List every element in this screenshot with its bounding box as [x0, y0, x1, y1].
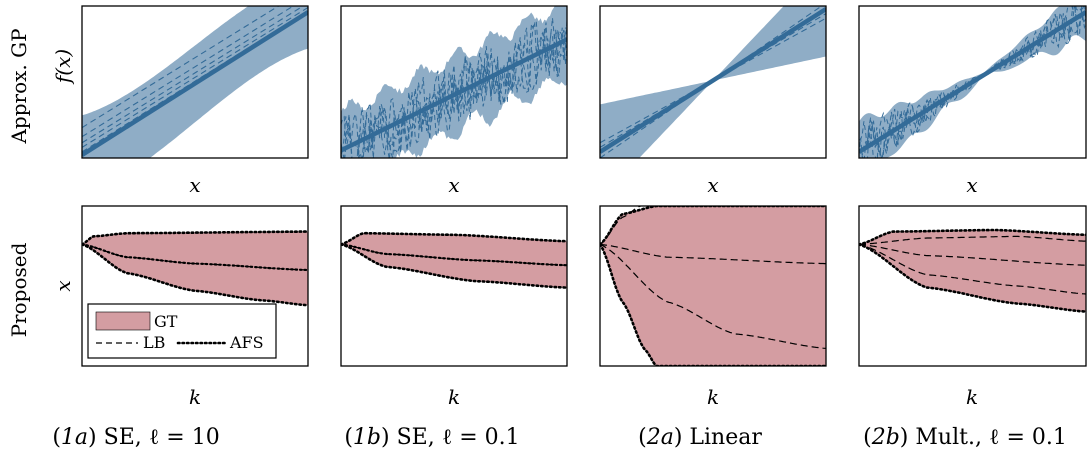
- row-label-approx-gp: Approx. GP: [7, 28, 31, 144]
- afs-boundary-line: [859, 228, 1086, 246]
- afs-boundary-line: [600, 206, 826, 246]
- lb-line: [600, 243, 826, 349]
- legend-afs-label: AFS: [229, 333, 264, 352]
- caption-2b-text: Mult., ℓ = 0.1: [908, 425, 1067, 450]
- gp-sample-line: [600, 17, 826, 144]
- gp-mean-line: [341, 37, 567, 153]
- gt-region: [82, 231, 308, 306]
- afs-boundary-line: [82, 243, 308, 307]
- caption-2b: (2b) Mult., ℓ = 0.1: [863, 425, 1067, 450]
- row1-y-axis-label: f(x): [51, 49, 75, 85]
- gt-region: [341, 233, 567, 288]
- panel-frames: [81, 5, 1087, 367]
- gp-sample-line: [82, 6, 295, 138]
- panel-frame: [599, 205, 827, 367]
- legend-gt-label: GT: [154, 312, 178, 331]
- panel-2a-approx-gp: [600, 6, 826, 158]
- caption-2a: (2a) Linear: [638, 425, 762, 450]
- panel-frame: [858, 5, 1087, 159]
- panel-1a-approx-gp: [82, 6, 308, 158]
- lb-line: [859, 243, 1086, 266]
- gp-mean-line: [82, 10, 308, 157]
- legend-gt-swatch: [95, 311, 151, 331]
- row-label-proposed: Proposed: [7, 242, 31, 337]
- gp-sample-line: [861, 6, 1086, 158]
- row2-x-axis-label-1b: k: [448, 385, 460, 409]
- panel-frame: [81, 5, 309, 159]
- gt-region: [859, 230, 1086, 312]
- afs-boundary-line: [600, 243, 826, 366]
- gt-region: [600, 206, 826, 366]
- gp-sample-line: [82, 6, 280, 129]
- caption-1a: (1a) SE, ℓ = 10: [52, 425, 219, 450]
- lb-line: [859, 235, 1086, 245]
- row1-x-axis-label-1b: x: [448, 173, 459, 197]
- panel-frame: [858, 205, 1087, 367]
- legend: GT LB AFS: [87, 303, 277, 359]
- gp-sample-line: [82, 7, 308, 148]
- row2-x-axis-label-2a: k: [707, 385, 719, 409]
- legend-lb-label: LB: [143, 333, 165, 352]
- panel-1b-proposed: [341, 231, 567, 289]
- caption-2a-num: 2a: [646, 425, 674, 450]
- afs-boundary-line: [341, 243, 567, 289]
- caption-2b-num: 2b: [871, 425, 900, 450]
- panel-2b-proposed: [859, 228, 1086, 313]
- row2-x-axis-label-2b: k: [966, 385, 978, 409]
- gp-sample-line: [600, 6, 823, 158]
- panel-frame: [599, 5, 827, 159]
- caption-1b-num: 1b: [353, 425, 381, 450]
- afs-mean-line: [82, 243, 308, 272]
- gp-mean-line: [600, 7, 826, 154]
- panel-2a-proposed: [600, 206, 826, 366]
- panel-1a-proposed: [82, 230, 308, 307]
- gp-sample-line: [859, 6, 1086, 158]
- caption-1b: (1b) SE, ℓ = 0.1: [344, 425, 519, 450]
- gp-sample-line: [82, 6, 305, 144]
- row1-x-axis-label-1a: x: [189, 173, 200, 197]
- gp-mean-line: [859, 10, 1086, 154]
- panel-frame: [81, 205, 309, 367]
- lb-line: [600, 243, 826, 265]
- panel-frame: [340, 5, 568, 159]
- caption-1b-text: SE, ℓ = 0.1: [390, 425, 520, 450]
- panel-1b-approx-gp: [341, 6, 567, 158]
- row1-x-axis-label-2a: x: [707, 173, 718, 197]
- gp-sample-line: [341, 20, 567, 158]
- panel-2b-approx-gp: [859, 6, 1086, 158]
- afs-boundary-line: [341, 231, 567, 246]
- gp-confidence-band: [859, 6, 1086, 158]
- caption-1a-text: SE, ℓ = 10: [97, 425, 220, 450]
- gp-confidence-band: [82, 6, 308, 158]
- afs-mean-line: [341, 243, 567, 267]
- gp-sample-line: [341, 19, 567, 158]
- afs-boundary-line: [82, 230, 308, 246]
- caption-1a-num: 1a: [61, 425, 88, 450]
- row2-y-axis-label: x: [51, 280, 75, 291]
- caption-2a-text: Linear: [682, 425, 762, 450]
- row1-x-axis-label-2b: x: [966, 173, 977, 197]
- lb-line: [600, 206, 641, 245]
- row2-x-axis-label-1a: k: [189, 385, 201, 409]
- panel-frame: [340, 205, 568, 367]
- afs-boundary-line: [859, 243, 1086, 313]
